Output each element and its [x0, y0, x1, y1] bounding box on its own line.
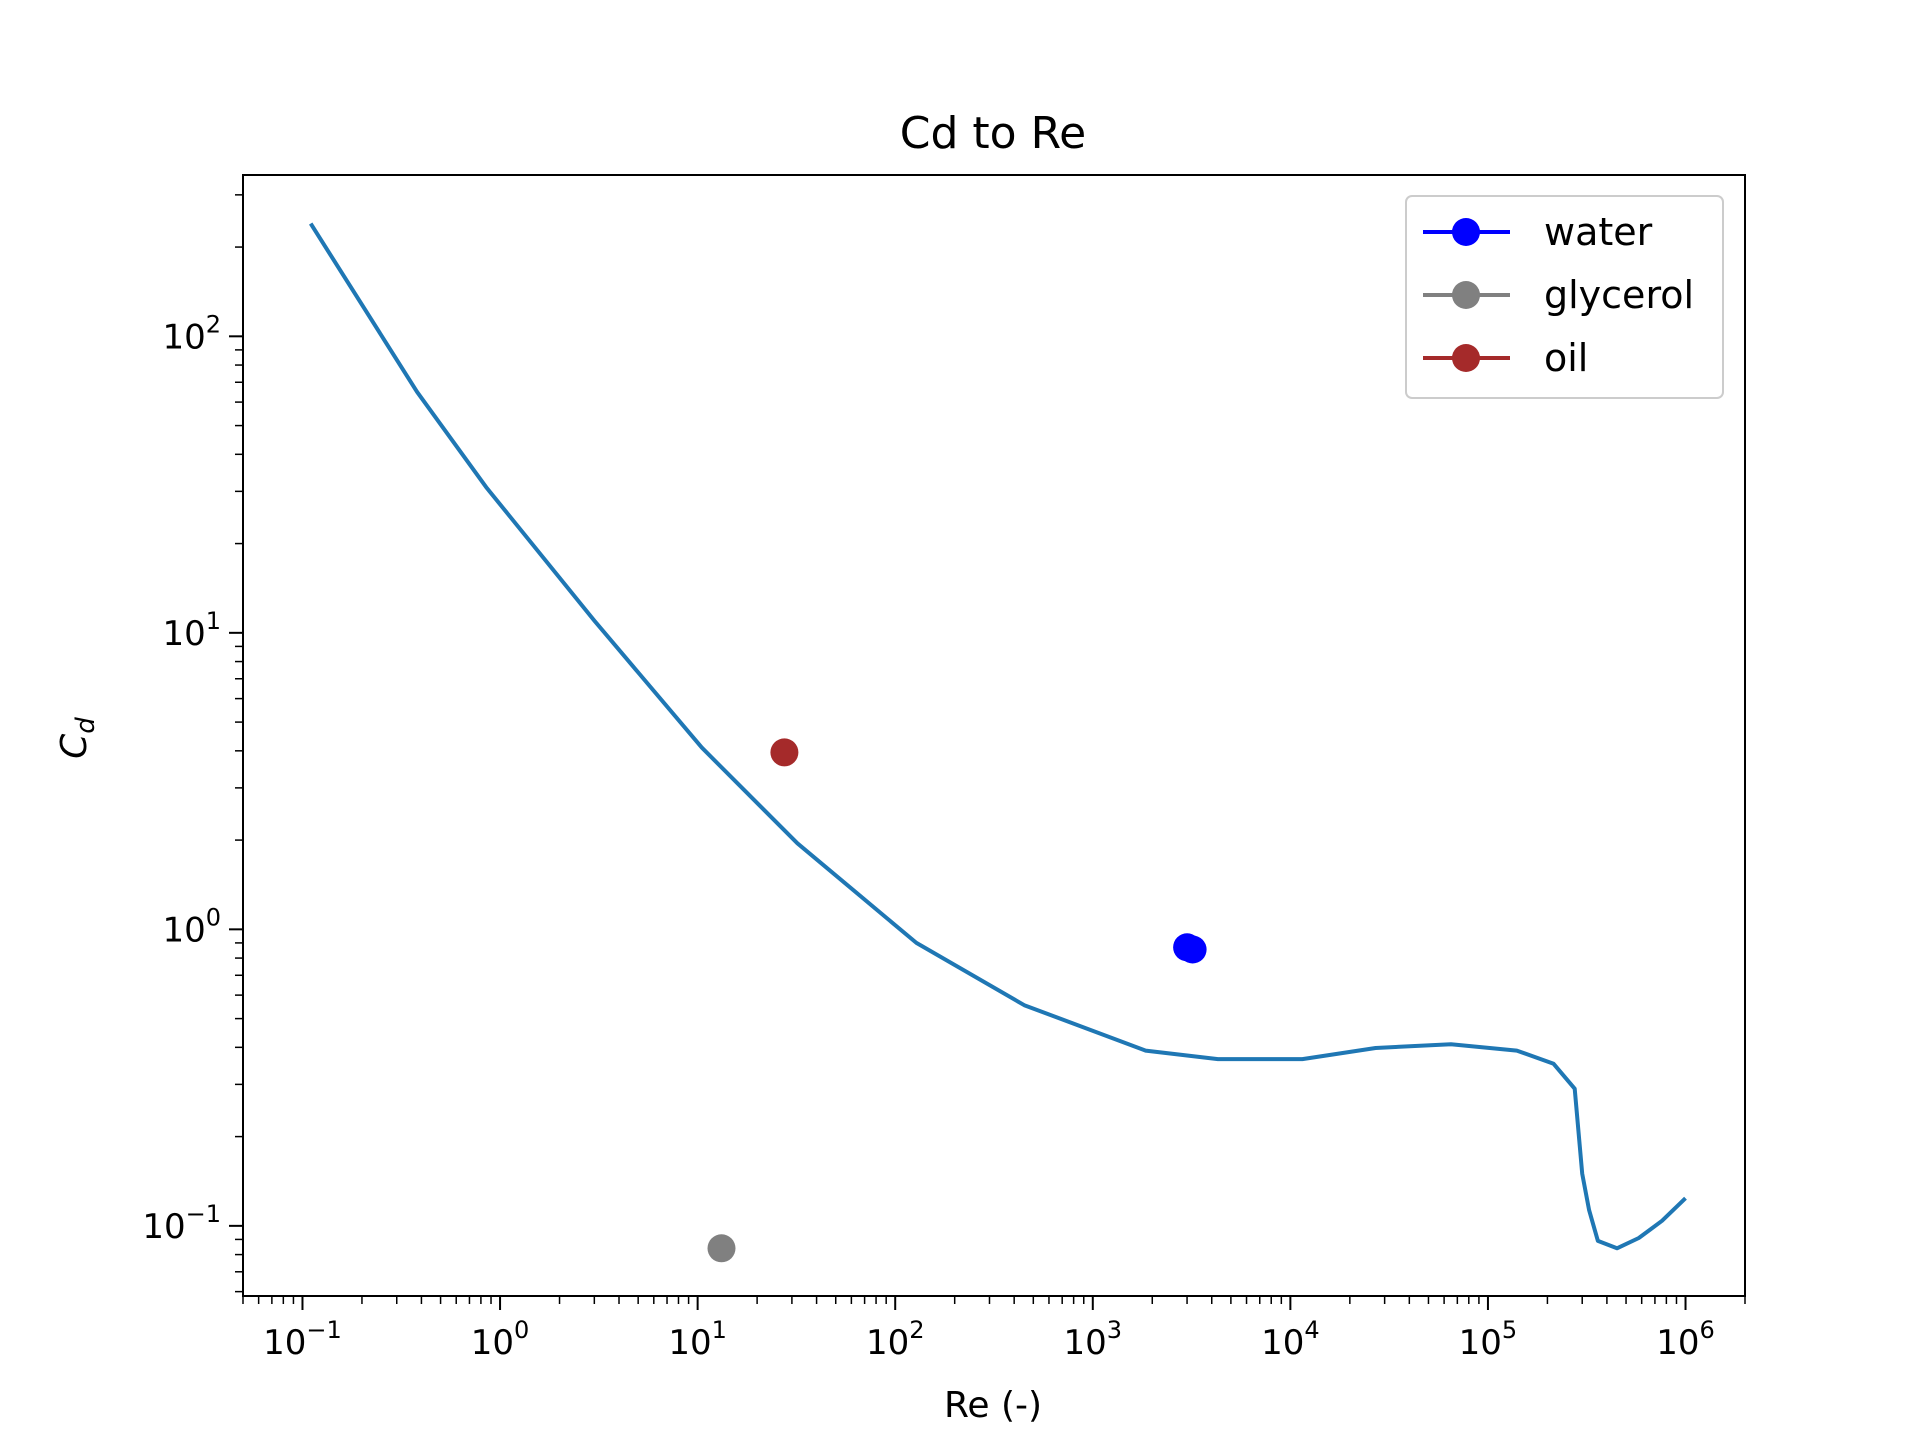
y-axis-label: Cd [54, 717, 101, 759]
x-tick-label: 101 [668, 1316, 727, 1363]
glycerol-point-0 [707, 1234, 736, 1263]
x-tick-exponent: −1 [306, 1316, 341, 1344]
glycerol-legend-label: glycerol [1544, 273, 1694, 317]
water-legend-label: water [1544, 210, 1653, 254]
x-tick-exponent: 2 [909, 1316, 924, 1344]
legend: water glycerol oil [1405, 195, 1724, 399]
y-tick-exponent: 1 [206, 607, 221, 635]
y-tick-exponent: 2 [206, 310, 221, 338]
y-tick-base: 10 [162, 317, 205, 357]
water-point-1 [1178, 935, 1207, 964]
chart-title: Cd to Re [900, 108, 1086, 159]
y-axis-label-sub: d [71, 717, 101, 734]
y-tick-label: 101 [162, 607, 221, 654]
x-tick-exponent: 5 [1502, 1316, 1517, 1344]
plot-area [242, 174, 1746, 1297]
x-tick-base: 10 [1459, 1323, 1502, 1363]
x-tick-exponent: 6 [1700, 1316, 1715, 1344]
legend-box [1405, 195, 1724, 399]
axes-frame [242, 174, 1746, 1297]
water-legend-marker [1452, 218, 1480, 246]
x-tick-label: 104 [1261, 1316, 1320, 1363]
x-tick-label: 103 [1064, 1316, 1123, 1363]
x-tick-label: 105 [1459, 1316, 1518, 1363]
x-tick-exponent: 1 [712, 1316, 727, 1344]
series-group [707, 738, 1207, 1263]
x-tick-base: 10 [1064, 1323, 1107, 1363]
oil-legend-label: oil [1544, 336, 1588, 380]
x-tick-exponent: 3 [1107, 1316, 1122, 1344]
x-tick-base: 10 [866, 1323, 909, 1363]
y-tick-exponent: −1 [186, 1200, 221, 1228]
cd-curve-line [309, 222, 1687, 1251]
y-axis-label-main: C [54, 733, 95, 759]
x-tick-base: 10 [263, 1323, 306, 1363]
x-tick-base: 10 [1656, 1323, 1699, 1363]
x-tick-base: 10 [471, 1323, 514, 1363]
y-tick-label: 10−1 [142, 1200, 221, 1247]
glycerol-legend-marker [1452, 281, 1480, 309]
y-tick-base: 10 [142, 1207, 185, 1247]
x-tick-exponent: 0 [514, 1316, 529, 1344]
x-tick-base: 10 [668, 1323, 711, 1363]
x-axis: 10−1 100 101 102 103 104 105 106 [242, 1296, 1746, 1363]
x-tick-label: 106 [1656, 1316, 1715, 1363]
y-tick-label: 102 [162, 310, 221, 357]
oil-point-0 [770, 738, 799, 767]
x-tick-base: 10 [1261, 1323, 1304, 1363]
oil-legend-marker [1452, 344, 1480, 372]
x-tick-label: 10−1 [263, 1316, 342, 1363]
y-tick-base: 10 [162, 614, 205, 654]
curve-group [309, 222, 1687, 1251]
x-axis-label: Re (-) [944, 1385, 1042, 1426]
y-tick-base: 10 [162, 910, 205, 950]
x-tick-exponent: 4 [1304, 1316, 1319, 1344]
y-tick-exponent: 0 [206, 903, 221, 931]
x-tick-label: 100 [471, 1316, 530, 1363]
x-tick-label: 102 [866, 1316, 925, 1363]
y-tick-label: 100 [162, 903, 221, 950]
